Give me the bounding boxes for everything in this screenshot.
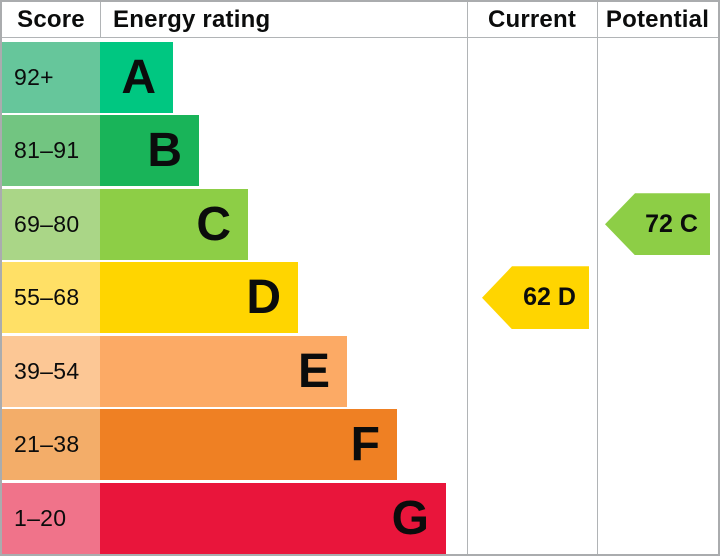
score-column-divider	[100, 2, 101, 37]
potential-column-divider	[597, 2, 598, 554]
band-letter: F	[350, 418, 380, 472]
band-row-b: 81–91 B	[2, 115, 199, 187]
band-row-g: 1–20 G	[2, 482, 446, 554]
band-letter: E	[297, 344, 330, 398]
band-bar: E	[100, 335, 347, 407]
band-letter: B	[147, 124, 182, 178]
band-bar: F	[100, 409, 397, 481]
header-divider-line	[2, 37, 718, 38]
band-letter: D	[246, 271, 281, 325]
band-bar: G	[100, 482, 446, 554]
band-row-c: 69–80 C	[2, 188, 248, 260]
band-letter: A	[121, 51, 156, 104]
band-score-range: 69–80	[2, 188, 100, 260]
band-score-range: 21–38	[2, 409, 100, 481]
column-header-score: Score	[17, 6, 85, 33]
band-row-a: 92+ A	[2, 42, 173, 113]
band-row-f: 21–38 F	[2, 409, 397, 481]
band-letter: C	[196, 197, 231, 251]
band-score-range: 81–91	[2, 115, 100, 187]
band-bar: C	[100, 188, 248, 260]
column-header-potential: Potential	[605, 6, 710, 33]
column-header-current: Current	[487, 6, 577, 33]
band-letter: G	[391, 491, 429, 545]
band-score-range: 39–54	[2, 335, 100, 407]
band-score-range: 92+	[2, 42, 100, 113]
band-score-range: 55–68	[2, 262, 100, 334]
band-bar: A	[100, 42, 173, 113]
current-rating-arrow: 62 D	[482, 266, 589, 330]
current-column-divider	[467, 2, 468, 554]
band-row-d: 55–68 D	[2, 262, 298, 334]
band-row-e: 39–54 E	[2, 335, 347, 407]
band-bar: B	[100, 115, 199, 187]
band-score-range: 1–20	[2, 482, 100, 554]
column-header-energy-rating: Energy rating	[113, 6, 271, 33]
potential-rating-arrow: 72 C	[605, 193, 710, 256]
band-bar: D	[100, 262, 298, 334]
